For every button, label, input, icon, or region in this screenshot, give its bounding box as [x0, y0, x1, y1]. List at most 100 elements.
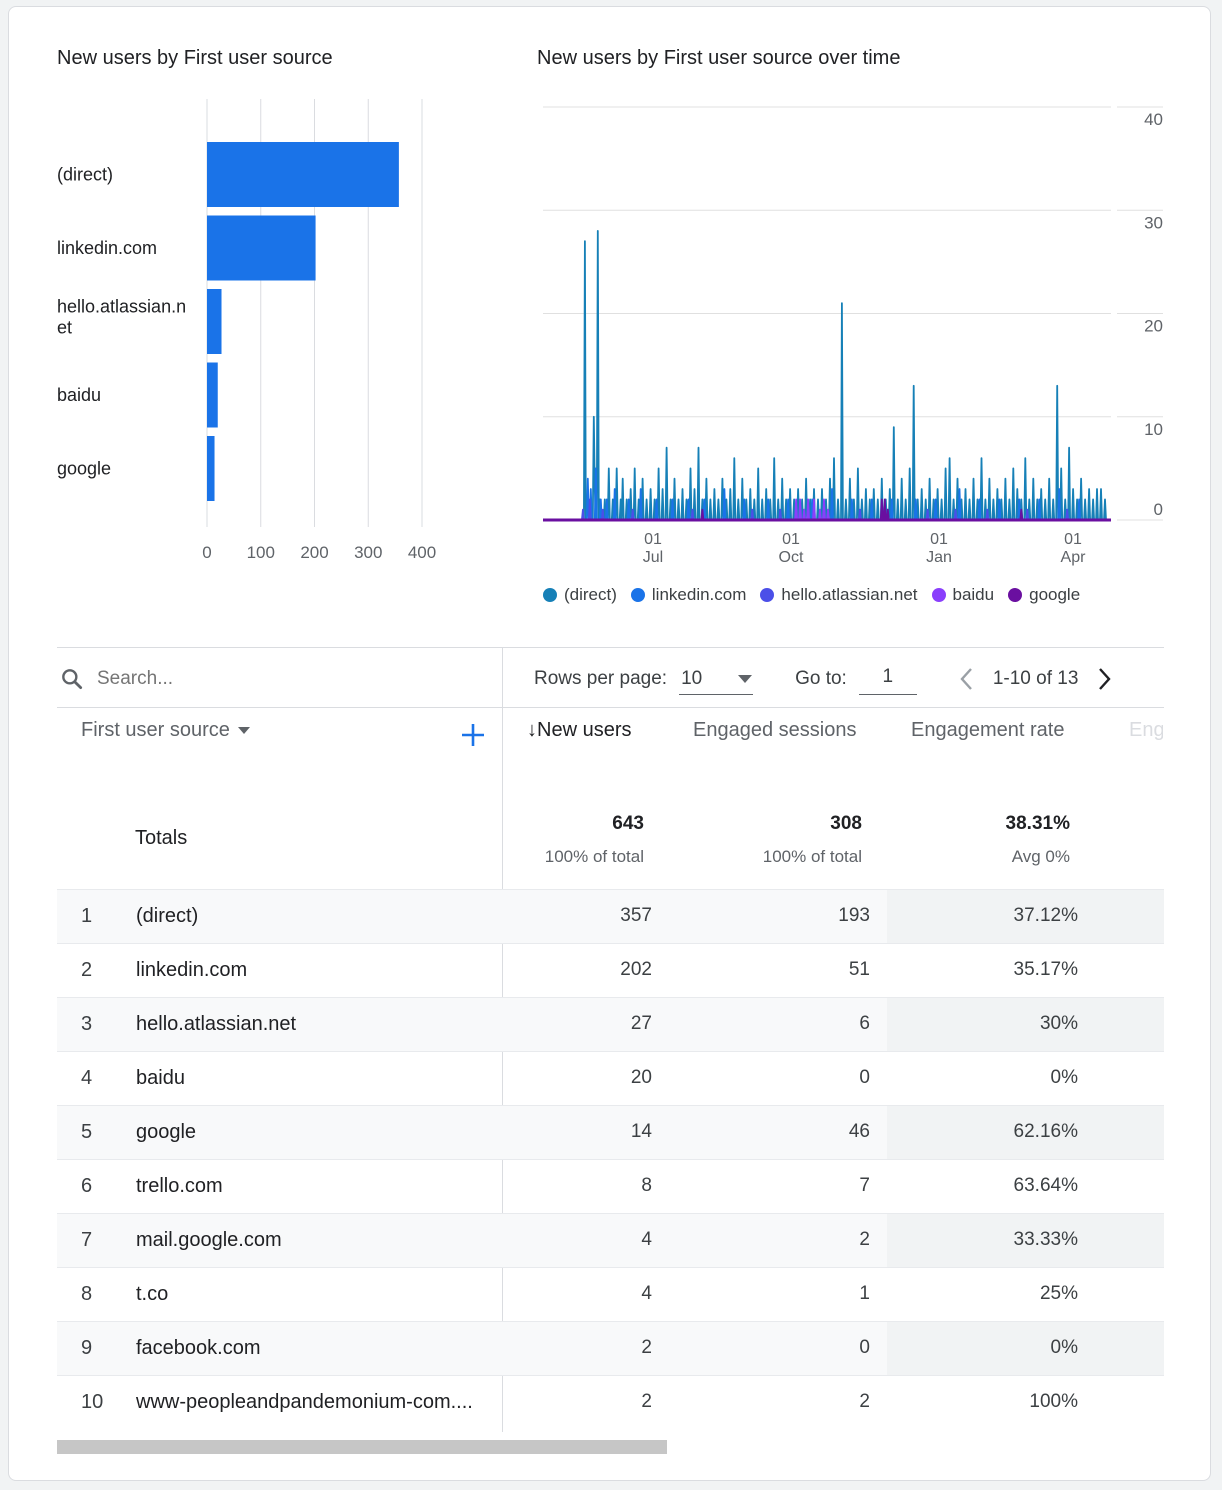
header-engaged-sessions[interactable]: Engaged sessions — [693, 719, 857, 741]
bar[interactable] — [207, 362, 218, 428]
bar[interactable] — [207, 142, 399, 207]
category-label: (direct) — [57, 165, 113, 185]
legend-dot — [1008, 588, 1023, 602]
row-index: 10 — [81, 1391, 104, 1413]
pagination: Rows per page: 10 Go to: 1 1-10 of 13 — [534, 657, 1118, 701]
table-row[interactable]: 1 (direct) 357 193 37.12% — [57, 889, 1164, 943]
row-new-users: 2 — [641, 1391, 652, 1412]
row-shade — [887, 1268, 1164, 1321]
row-new-users: 357 — [620, 905, 652, 926]
x-tick-label: 400 — [408, 543, 436, 562]
line-chart-title: New users by First user source over time — [537, 47, 901, 69]
chevron-left-icon — [960, 668, 972, 690]
row-source: hello.atlassian.net — [136, 1013, 297, 1035]
row-source: google — [136, 1121, 197, 1143]
prev-page-button[interactable] — [953, 663, 979, 695]
header-new-users[interactable]: ↓New users — [527, 719, 631, 742]
row-engagement-rate: 35.17% — [1013, 959, 1078, 980]
row-engaged-sessions: 51 — [848, 959, 870, 980]
total-engagement-rate-sub: Avg 0% — [1011, 847, 1070, 866]
total-new-users: 643 — [612, 813, 644, 834]
table-row[interactable]: 8 t.co 4 1 25% — [57, 1267, 1164, 1321]
bar[interactable] — [207, 436, 215, 501]
goto-label: Go to: — [795, 668, 847, 689]
y-tick-label: 10 — [1144, 420, 1163, 439]
bar[interactable] — [207, 289, 222, 354]
table-row[interactable]: 10 www-peopleandpandemonium-com.... 2 2 100% — [57, 1375, 1164, 1429]
total-engaged-sessions-sub: 100% of total — [762, 847, 862, 866]
table-row[interactable]: 3 hello.atlassian.net 27 6 30% — [57, 997, 1164, 1051]
legend-dot — [543, 588, 557, 602]
table-row[interactable]: 2 linkedin.com 202 51 35.17% — [57, 943, 1164, 997]
row-new-users: 27 — [630, 1013, 652, 1034]
row-new-users: 2 — [641, 1337, 652, 1358]
row-engagement-rate: 62.16% — [1013, 1121, 1078, 1142]
add-dimension-button[interactable] — [459, 721, 487, 749]
table-search[interactable] — [57, 657, 497, 701]
row-index: 1 — [81, 905, 93, 927]
row-shade — [887, 944, 1164, 997]
total-engagement-rate: 38.31% — [1005, 813, 1070, 834]
legend-item[interactable]: (direct) — [543, 585, 617, 605]
legend-dot — [931, 588, 946, 602]
row-shade — [887, 1214, 1164, 1267]
next-page-button[interactable] — [1092, 663, 1118, 695]
row-shade — [887, 890, 1164, 943]
caret-down-icon — [738, 674, 753, 683]
x-tick-month: Jan — [926, 549, 952, 566]
bar[interactable] — [207, 215, 316, 281]
row-shade — [887, 1322, 1164, 1375]
sort-arrow-icon: ↓ — [527, 719, 537, 741]
table-body: 1 (direct) 357 193 37.12% 2 linkedin.com 202 51 3… — [57, 889, 1164, 1429]
y-tick-label: 20 — [1144, 317, 1163, 336]
row-new-users: 202 — [620, 959, 652, 980]
x-tick-label: 0 — [202, 543, 211, 562]
caret-down-icon — [237, 726, 250, 734]
y-tick-label: 30 — [1144, 213, 1163, 232]
header-new-users-label: New users — [537, 719, 632, 741]
bar-chart: 0 100 200 300 400 (direct) linkedin.com hello.a… — [57, 99, 436, 562]
legend-item[interactable]: hello.atlassian.net — [760, 585, 918, 605]
header-truncated[interactable]: Eng — [1129, 719, 1163, 741]
table-row[interactable]: 7 mail.google.com 4 2 33.33% — [57, 1213, 1164, 1267]
x-tick-day: 01 — [930, 531, 948, 548]
horizontal-scrollbar[interactable] — [57, 1440, 667, 1454]
row-source: mail.google.com — [136, 1229, 282, 1251]
category-label: google — [57, 459, 111, 479]
header-engagement-rate[interactable]: Engagement rate — [911, 719, 1065, 741]
table-row[interactable]: 5 google 14 46 62.16% — [57, 1105, 1164, 1159]
totals-label: Totals — [135, 827, 188, 849]
row-source: linkedin.com — [136, 959, 248, 981]
x-tick-day: 01 — [644, 531, 662, 548]
row-source: www-peopleandpandemonium-com.... — [136, 1391, 473, 1413]
row-engagement-rate: 63.64% — [1013, 1175, 1078, 1196]
row-new-users: 4 — [641, 1229, 652, 1250]
row-shade — [887, 1052, 1164, 1105]
row-engagement-rate: 30% — [1039, 1013, 1078, 1034]
row-new-users: 20 — [630, 1067, 652, 1088]
search-input[interactable] — [97, 668, 477, 690]
category-label: baidu — [57, 385, 101, 405]
x-tick-label: 200 — [300, 543, 328, 562]
row-shade — [887, 1106, 1164, 1159]
legend-item[interactable]: baidu — [931, 585, 994, 605]
row-index: 3 — [81, 1013, 93, 1035]
table-row[interactable]: 9 facebook.com 2 0 0% — [57, 1321, 1164, 1375]
row-engagement-rate: 0% — [1050, 1337, 1078, 1358]
legend-item[interactable]: linkedin.com — [630, 585, 746, 605]
x-tick-day: 01 — [782, 531, 800, 548]
y-tick-label: 40 — [1144, 110, 1163, 129]
row-engaged-sessions: 6 — [859, 1013, 870, 1034]
plus-icon — [462, 724, 484, 746]
divider — [57, 707, 1164, 708]
goto-input[interactable]: 1 — [858, 663, 917, 695]
row-engaged-sessions: 2 — [859, 1391, 870, 1412]
table-row[interactable]: 6 trello.com 8 7 63.64% — [57, 1159, 1164, 1213]
table-row[interactable]: 4 baidu 20 0 0% — [57, 1051, 1164, 1105]
rows-per-page-select[interactable]: 10 — [679, 663, 754, 695]
row-source: baidu — [136, 1067, 185, 1089]
dimension-header[interactable]: First user source — [81, 719, 250, 742]
legend-item[interactable]: google — [1008, 585, 1080, 605]
rows-per-page-label: Rows per page: — [534, 668, 668, 689]
